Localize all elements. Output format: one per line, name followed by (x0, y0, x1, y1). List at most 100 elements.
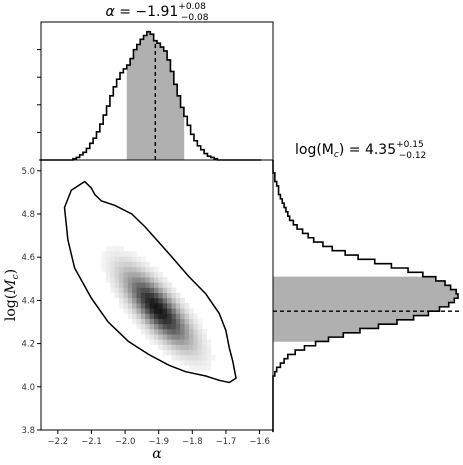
joint-density-map (101, 245, 216, 371)
logMc-shade-bar (273, 311, 429, 316)
density-cell (175, 318, 181, 325)
density-cell (188, 318, 194, 325)
density-cell (184, 328, 190, 335)
density-cell (188, 323, 194, 330)
density-cell (140, 313, 146, 319)
density-cell (145, 271, 151, 278)
density-cell (114, 245, 120, 252)
density-cell (136, 261, 142, 268)
density-cell (167, 282, 172, 288)
y-tick-label: 4.8 (21, 210, 35, 220)
density-cell (167, 302, 172, 309)
density-cell (180, 349, 185, 356)
density-cell (188, 313, 194, 319)
density-cell (140, 271, 146, 278)
density-cell (119, 292, 124, 299)
density-cell (119, 297, 124, 304)
density-cell (162, 334, 168, 340)
density-cell (167, 308, 172, 314)
alpha-marginal-panel: α = −1.91+0.08 −0.08 (37, 2, 274, 161)
density-cell (153, 287, 159, 294)
x-tick-label: −1.7 (216, 437, 237, 447)
density-cell (119, 261, 124, 268)
density-cell (110, 277, 116, 283)
density-cell (110, 282, 116, 288)
density-cell (162, 313, 168, 319)
density-cell (197, 365, 203, 371)
density-cell (136, 271, 142, 278)
alpha-shade-bar (177, 95, 181, 160)
density-cell (145, 266, 151, 273)
density-cell (140, 302, 146, 309)
density-cell (140, 256, 146, 262)
density-cell (175, 344, 181, 351)
alpha-shade-bar (136, 44, 141, 160)
density-cell (140, 292, 146, 299)
density-cell (123, 282, 129, 288)
density-cell (149, 282, 155, 288)
density-cell (193, 360, 199, 366)
density-cell (167, 349, 172, 356)
density-cell (158, 308, 164, 314)
density-cell (171, 302, 177, 309)
density-cell (127, 302, 133, 309)
density-cell (167, 287, 172, 294)
density-cell (119, 277, 124, 283)
density-cell (123, 297, 129, 304)
density-cell (175, 334, 181, 340)
density-cell (153, 339, 159, 345)
density-cell (132, 277, 137, 283)
density-cell (119, 245, 124, 252)
alpha-shade-bar (140, 39, 144, 161)
density-cell (180, 297, 185, 304)
density-cell (149, 323, 155, 330)
density-cell (188, 360, 194, 366)
density-cell (162, 323, 168, 330)
density-cell (167, 344, 172, 351)
density-cell (136, 323, 142, 330)
density-cell (175, 292, 181, 299)
density-cell (136, 302, 142, 309)
density-cell (123, 271, 129, 278)
density-cell (162, 292, 168, 299)
logMc-shade-bar (273, 332, 344, 338)
logMc-shade-bar (273, 306, 440, 312)
density-cell (162, 349, 168, 356)
density-cell (140, 297, 146, 304)
y-tick-label: 4.0 (21, 383, 35, 393)
density-cell (145, 318, 151, 325)
density-cell (197, 318, 203, 325)
density-cell (127, 266, 133, 273)
density-cell (184, 339, 190, 345)
y-tick-label: 3.8 (21, 426, 35, 436)
density-cell (149, 266, 155, 273)
density-cell (132, 318, 137, 325)
density-cell (153, 334, 159, 340)
density-cell (180, 339, 185, 345)
density-cell (162, 277, 168, 283)
density-cell (140, 266, 146, 273)
density-cell (158, 334, 164, 340)
density-cell (202, 339, 207, 345)
density-cell (193, 334, 199, 340)
density-cell (149, 313, 155, 319)
density-cell (140, 287, 146, 294)
density-cell (180, 334, 185, 340)
density-cell (162, 328, 168, 335)
density-cell (206, 354, 212, 361)
density-cell (149, 287, 155, 294)
alpha-title: α = −1.91+0.08 −0.08 (106, 2, 209, 23)
density-cell (162, 302, 168, 309)
density-cell (101, 266, 107, 273)
density-cell (132, 313, 137, 319)
density-cell (145, 323, 151, 330)
alpha-marginal-ticks (37, 49, 41, 133)
density-cell (175, 302, 181, 309)
density-cell (175, 313, 181, 319)
density-cell (136, 256, 142, 262)
density-cell (206, 349, 212, 356)
density-cell (127, 256, 133, 262)
density-cell (127, 297, 133, 304)
alpha-histogram-line (39, 30, 262, 161)
density-cell (184, 308, 190, 314)
